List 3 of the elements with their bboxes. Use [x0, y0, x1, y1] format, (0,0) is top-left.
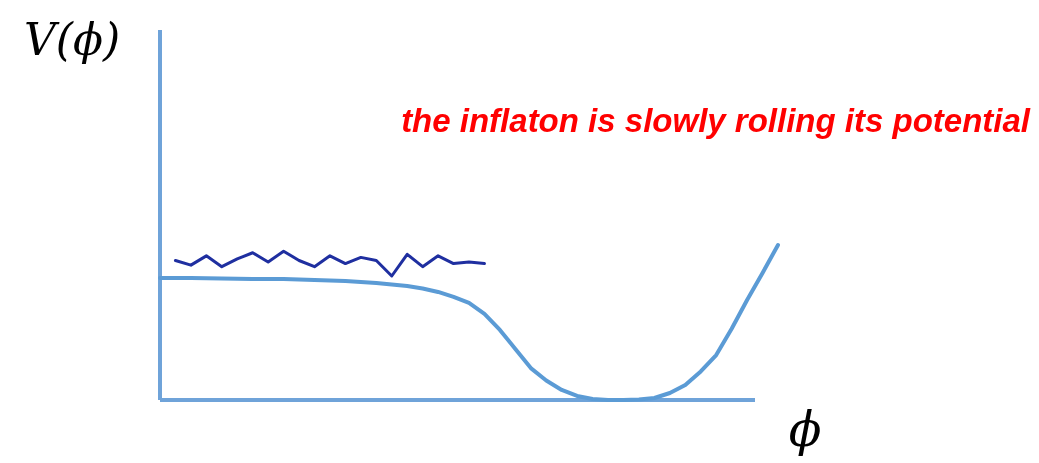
text: the inflaton is slowly rolling its potential — [401, 102, 1031, 139]
x-axis-title: ϕ — [788, 401, 822, 457]
y-axis-title: V(ϕ) — [23, 14, 121, 65]
